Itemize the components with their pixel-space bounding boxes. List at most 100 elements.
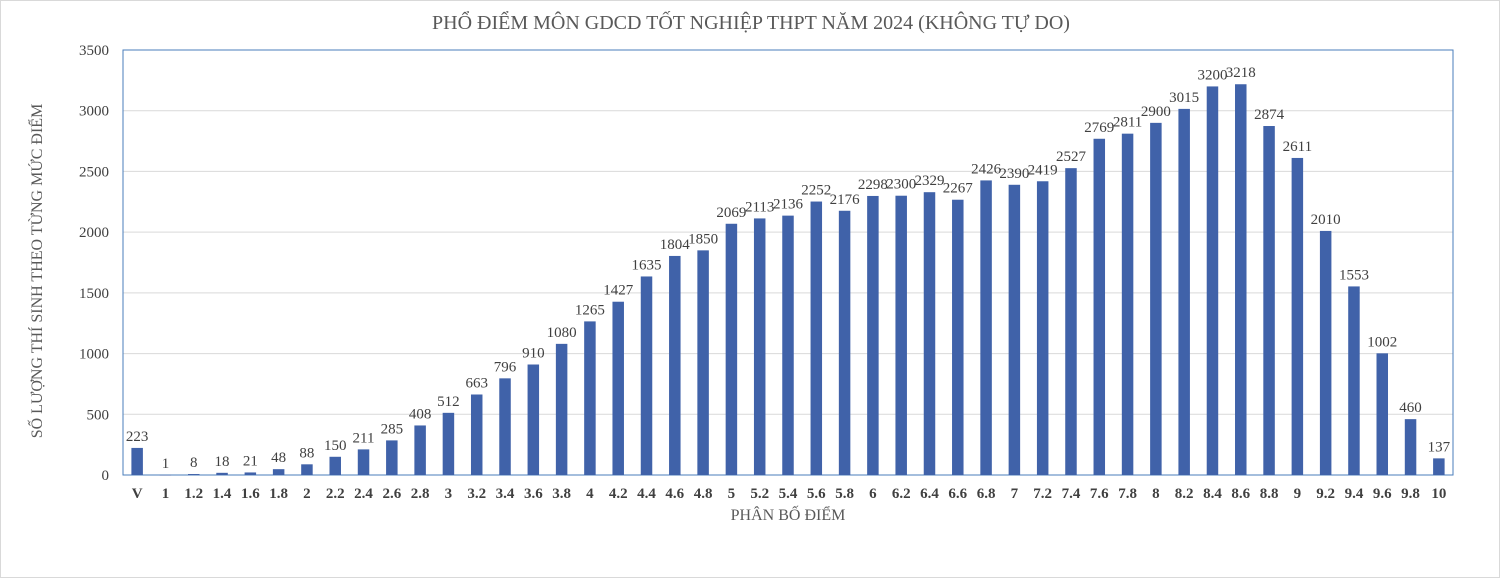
y-tick-label: 1000 xyxy=(79,347,109,363)
x-axis-ticks: V 1 1.2 1.4 1.6 1.8 2 2.2 2.4 2.6 2.8 3 3.2 3.4 3.6 3.8… xyxy=(132,486,1447,502)
x-tick-label: 3.6 xyxy=(524,486,543,502)
bar xyxy=(1263,126,1275,475)
bar xyxy=(470,394,483,475)
y-axis-ticks: 0 500 1000 1500 2000 2500 3000 3500 xyxy=(79,43,109,484)
bar xyxy=(923,192,936,475)
data-label: 2113 xyxy=(745,199,774,215)
data-label: 88 xyxy=(299,445,314,461)
data-label: 48 xyxy=(271,450,286,466)
data-label: 1427 xyxy=(603,283,634,299)
x-tick-label: 5.6 xyxy=(807,486,826,502)
bar xyxy=(669,255,681,475)
bar xyxy=(697,250,709,475)
data-label: 2176 xyxy=(830,192,861,208)
data-label: 910 xyxy=(522,346,545,362)
x-tick-label: 7.6 xyxy=(1090,486,1109,502)
data-label: 223 xyxy=(126,429,149,445)
bar xyxy=(867,195,879,475)
y-tick-label: 2500 xyxy=(79,164,109,180)
data-label: 1804 xyxy=(660,237,691,253)
bar xyxy=(612,301,624,475)
x-tick-label: 5 xyxy=(728,486,736,502)
y-tick-label: 1500 xyxy=(79,286,109,302)
bar xyxy=(1178,108,1190,476)
data-label: 18 xyxy=(215,454,230,470)
bar xyxy=(187,474,200,475)
data-label: 1553 xyxy=(1339,267,1369,283)
x-tick-label: 9.8 xyxy=(1401,486,1420,502)
x-tick-label: 4.2 xyxy=(609,486,628,502)
data-label: 2900 xyxy=(1141,104,1171,120)
data-label: 2426 xyxy=(971,161,1002,177)
x-tick-label: 9.6 xyxy=(1373,486,1392,502)
x-tick-label: 8.2 xyxy=(1175,486,1194,502)
y-tick-label: 500 xyxy=(87,407,110,423)
data-label: 1265 xyxy=(575,302,605,318)
data-label: 512 xyxy=(437,394,460,410)
x-tick-label: V xyxy=(132,486,143,502)
x-tick-label: 2.8 xyxy=(411,486,430,502)
x-tick-label: 2.4 xyxy=(354,486,373,502)
x-tick-label: 1.4 xyxy=(213,486,232,502)
bar xyxy=(782,215,794,475)
data-label: 2298 xyxy=(858,177,888,193)
bar xyxy=(1291,157,1304,475)
chart-title: PHỔ ĐIỂM MÔN GDCD TỐT NGHIỆP THPT NĂM 20… xyxy=(432,10,1070,34)
x-tick-label: 7 xyxy=(1011,486,1019,502)
bar xyxy=(1433,458,1445,475)
data-label: 408 xyxy=(409,406,432,422)
bar xyxy=(216,472,228,475)
bar xyxy=(1008,184,1021,476)
y-axis-title: SỐ LƯỢNG THÍ SINH THEO TỪNG MỨC ĐIỂM xyxy=(27,104,46,439)
x-tick-label: 2.6 xyxy=(382,486,401,502)
bar xyxy=(1235,84,1247,475)
x-tick-label: 1 xyxy=(162,486,170,502)
x-tick-label: 2.2 xyxy=(326,486,345,502)
x-tick-label: 6.4 xyxy=(920,486,939,502)
x-tick-label: 8.4 xyxy=(1203,486,1222,502)
x-tick-label: 4.6 xyxy=(665,486,684,502)
x-tick-label: 7.8 xyxy=(1118,486,1137,502)
bar xyxy=(527,364,540,475)
x-tick-label: 3.4 xyxy=(496,486,515,502)
bar xyxy=(725,223,738,475)
data-label: 1080 xyxy=(547,325,577,341)
bar xyxy=(1348,286,1360,475)
data-label: 3015 xyxy=(1169,90,1199,106)
bar xyxy=(244,472,257,475)
x-tick-label: 10 xyxy=(1431,486,1446,502)
x-tick-label: 1.8 xyxy=(269,486,288,502)
x-tick-label: 6.8 xyxy=(977,486,996,502)
data-label: 2136 xyxy=(773,197,804,213)
bar xyxy=(1093,138,1106,475)
x-tick-label: 9 xyxy=(1294,486,1302,502)
x-axis-title: PHÂN BỐ ĐIỂM xyxy=(731,505,846,524)
x-tick-label: 5.4 xyxy=(779,486,798,502)
data-label: 1002 xyxy=(1367,334,1397,350)
data-label: 2874 xyxy=(1254,107,1285,123)
y-tick-label: 2000 xyxy=(79,225,109,241)
x-tick-label: 6.6 xyxy=(948,486,967,502)
bar xyxy=(1376,353,1389,475)
data-label: 2390 xyxy=(999,166,1029,182)
bar xyxy=(555,343,568,475)
y-tick-label: 3000 xyxy=(79,104,109,120)
bar xyxy=(272,469,285,475)
data-label: 2010 xyxy=(1311,212,1341,228)
bars xyxy=(131,84,1445,476)
bar xyxy=(357,449,370,475)
x-tick-label: 5.2 xyxy=(750,486,769,502)
bar xyxy=(1036,181,1049,475)
data-label: 1850 xyxy=(688,231,718,247)
x-tick-label: 6.2 xyxy=(892,486,911,502)
data-label: 150 xyxy=(324,438,347,454)
bar xyxy=(838,210,851,475)
x-tick-label: 9.4 xyxy=(1345,486,1364,502)
bar xyxy=(329,456,341,475)
x-tick-label: 9.2 xyxy=(1316,486,1335,502)
data-label: 2252 xyxy=(801,183,831,199)
bar xyxy=(753,218,766,475)
bar xyxy=(952,199,964,475)
